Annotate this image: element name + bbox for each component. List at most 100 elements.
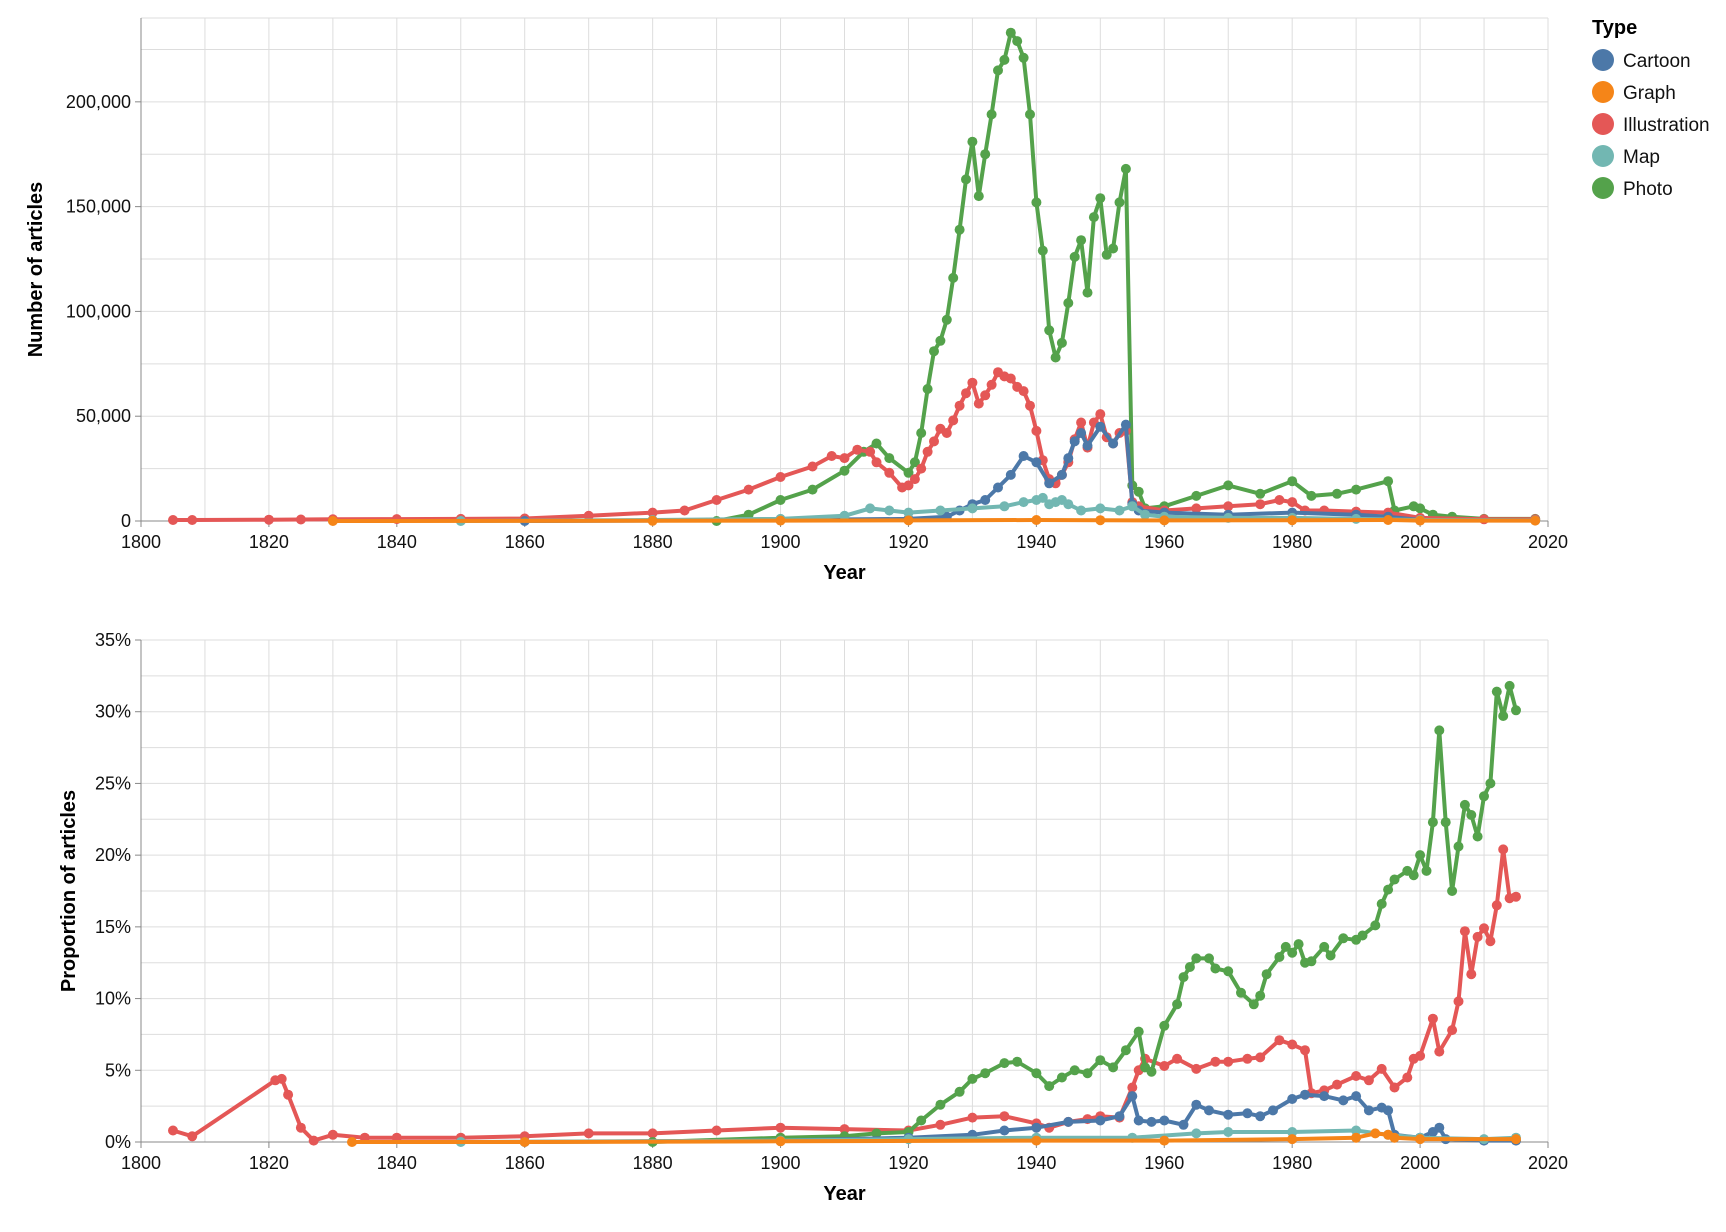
data-point-illustration [1191,1063,1202,1074]
data-point-cartoon [1300,1089,1310,1100]
legend-label: Photo [1623,179,1673,200]
data-point-photo [1459,799,1470,810]
legend-item-map: Map [1592,145,1660,168]
legend-item-illustration: Illustration [1592,113,1710,136]
data-point-map [1114,505,1125,516]
data-point-illustration [1191,503,1202,514]
data-point-photo [1332,488,1342,499]
y-tick-label: 50,000 [76,406,131,426]
top-chart: 1800 1820 1840 1860 1880 1900 1920 1940 1960 1980… [25,17,1568,584]
data-point-cartoon [1146,1116,1157,1127]
x-tick-label: 1960 [1144,532,1184,552]
data-point-illustration [295,514,306,525]
data-point-illustration [1025,400,1035,411]
data-point-cartoon [1178,1119,1189,1130]
data-point-photo [1133,1026,1144,1037]
data-point-photo [1005,27,1016,38]
data-point-photo [967,136,978,147]
data-point-illustration [647,507,658,518]
data-point-graph [1415,1134,1426,1145]
data-point-photo [1236,987,1246,998]
y-axis-title: Proportion of articles [58,790,80,992]
data-point-photo [986,109,997,120]
data-point-cartoon [1383,1105,1394,1116]
data-point-photo [1447,886,1458,896]
y-tick-label: 25% [95,773,131,793]
data-point-illustration [1459,926,1470,937]
data-point-photo [1031,1068,1042,1079]
data-point-illustration [1210,1056,1221,1067]
legend-item-photo: Photo [1592,177,1673,200]
data-point-photo [948,272,959,283]
data-point-map [967,503,978,514]
data-point-map [1127,501,1138,512]
data-point-photo [1306,490,1317,501]
data-point-illustration [1300,1045,1310,1056]
series-illustration [168,844,1521,1146]
data-point-illustration [1287,497,1298,508]
x-tick-label: 1840 [377,1153,417,1173]
data-point-illustration [283,1089,294,1100]
x-tick-label: 2000 [1400,1153,1440,1173]
data-point-photo [775,495,786,505]
data-point-illustration [839,453,850,464]
data-point-cartoon [1127,1091,1138,1102]
bottom-chart: 1800 1820 1840 1860 1880 1900 1920 1940 1960 1980… [58,630,1568,1205]
legend-item-graph: Graph [1592,81,1676,104]
data-point-photo [1415,850,1426,861]
data-point-photo [993,65,1003,76]
data-point-illustration [961,388,971,399]
data-point-cartoon [1255,1111,1266,1122]
data-point-illustration [916,463,927,474]
data-point-photo [1108,243,1119,254]
data-point-illustration [839,1124,850,1135]
data-point-cartoon [1338,1095,1349,1106]
data-point-photo [1434,725,1445,736]
data-point-graph [1159,515,1170,526]
data-point-illustration [1351,1071,1362,1081]
data-point-illustration [871,457,882,468]
data-point-cartoon [1319,1091,1330,1102]
data-point-photo [1178,972,1189,983]
data-point-illustration [1223,501,1234,512]
data-point-map [1063,499,1074,510]
data-point-map [1191,1128,1202,1139]
data-point-graph [1031,1135,1042,1146]
data-point-photo [1044,325,1055,336]
legend-swatch [1592,113,1614,135]
data-point-illustration [1095,409,1106,420]
data-point-photo [1069,251,1080,262]
data-point-photo [916,1115,927,1126]
data-point-photo [871,438,882,449]
data-point-illustration [679,505,690,516]
data-point-photo [1159,1020,1170,1031]
data-point-cartoon [999,1125,1010,1136]
data-point-photo [954,224,965,235]
x-tick-label: 1900 [761,1153,801,1173]
data-point-illustration [276,1073,287,1084]
data-point-illustration [1402,1072,1413,1083]
data-point-photo [1479,791,1489,802]
data-point-illustration [1274,1035,1285,1046]
data-point-photo [1504,680,1515,691]
x-tick-label: 1860 [505,1153,545,1173]
x-tick-label: 1940 [1016,1153,1056,1173]
legend-title: Type [1592,17,1637,39]
x-tick-label: 1880 [633,532,673,552]
data-point-illustration [884,467,895,478]
data-point-photo [909,457,920,468]
data-point-map [999,501,1010,512]
data-point-illustration [308,1135,319,1146]
data-point-illustration [980,390,991,401]
series-line-illustration [173,370,1536,522]
data-point-photo [1293,939,1304,950]
data-point-illustration [807,461,818,472]
y-tick-label: 5% [105,1060,131,1080]
data-point-photo [1466,810,1477,820]
data-point-map [1223,1127,1234,1137]
data-point-photo [807,484,818,495]
data-point-photo [1095,193,1106,204]
data-point-illustration [865,446,876,457]
data-point-photo [1287,476,1298,487]
x-tick-label: 1960 [1144,1153,1184,1173]
